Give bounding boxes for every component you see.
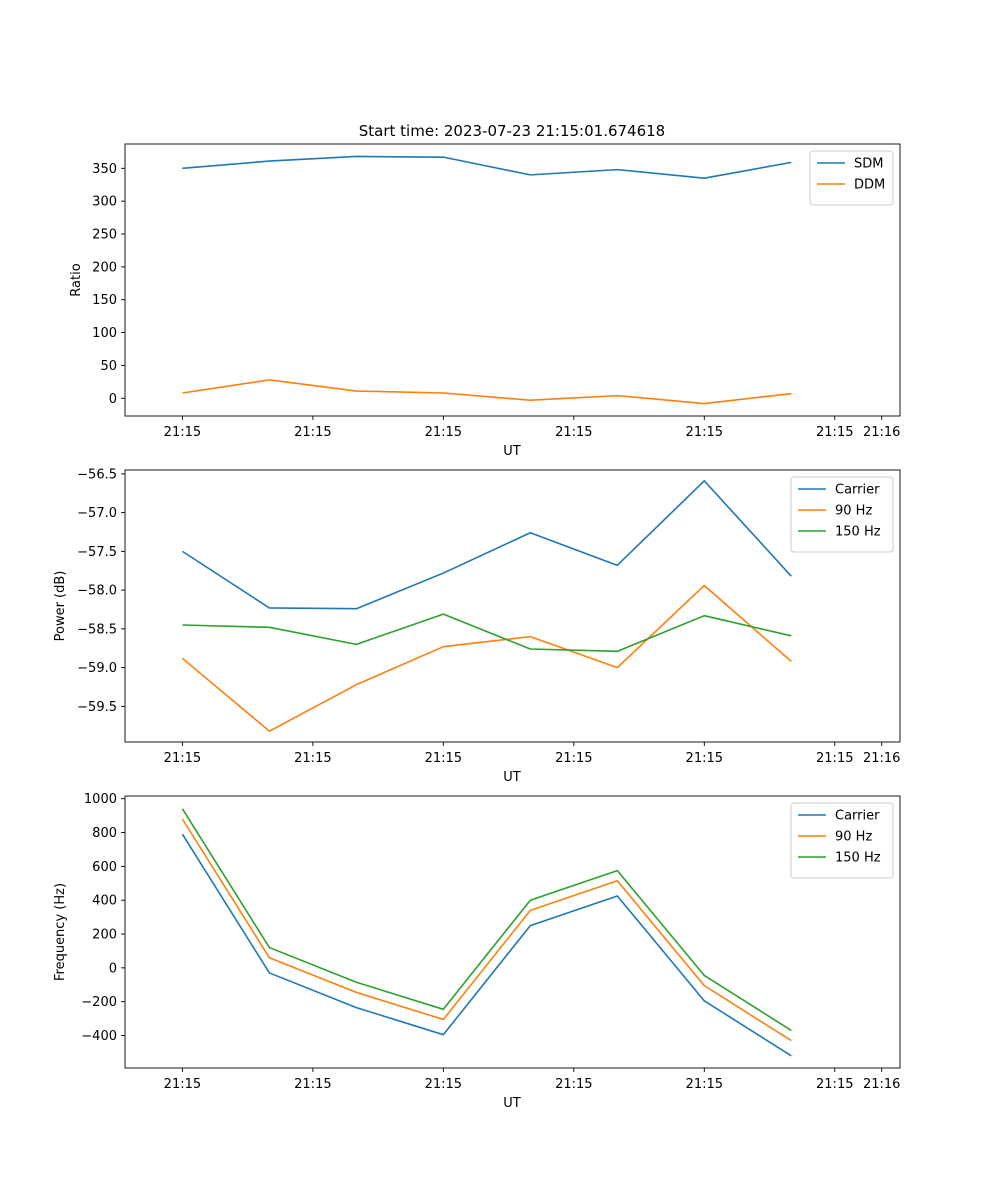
y-tick-label: 0 xyxy=(109,961,117,976)
x-tick-label: 21:15 xyxy=(294,1077,331,1092)
series-line-150-hz xyxy=(181,808,792,1032)
x-tick-label: 21:15 xyxy=(294,751,331,766)
axes-frame xyxy=(124,143,901,417)
x-tick-label: 21:15 xyxy=(816,425,853,440)
legend-label: 90 Hz xyxy=(835,830,872,845)
x-tick-label: 21:15 xyxy=(555,1077,592,1092)
y-tick-label: 350 xyxy=(92,162,117,177)
x-tick-label: 21:15 xyxy=(425,751,462,766)
series-line-sdm xyxy=(182,155,792,179)
y-tick-label: −59.0 xyxy=(77,661,117,676)
legend-label: Carrier xyxy=(835,483,880,498)
chart-power: 21:15 21:15 21:15 21:15 21:15 21:15 21:16 −59.5… xyxy=(53,467,900,785)
series-line-150-hz xyxy=(182,613,792,653)
y-tick-label: −56.5 xyxy=(77,467,117,482)
y-tick-label: −400 xyxy=(81,1029,117,1044)
x-tick-label: 21:15 xyxy=(425,425,462,440)
x-tick-label: 21:15 xyxy=(555,425,592,440)
y-tick-label: −58.5 xyxy=(77,622,117,637)
x-tick-label: 21:15 xyxy=(164,1077,201,1092)
y-tick-label: 200 xyxy=(92,260,117,275)
x-tick-label: 21:15 xyxy=(686,425,723,440)
chart-ratio: 21:15 21:15 21:15 21:15 21:15 21:15 21:16 0 50 10… xyxy=(69,143,901,459)
x-axis-label: UT xyxy=(503,770,521,785)
y-tick-label: 600 xyxy=(92,860,117,875)
y-tick-label: −57.5 xyxy=(77,545,117,560)
legend-label: 150 Hz xyxy=(835,851,881,866)
x-axis-label: UT xyxy=(503,1096,521,1111)
y-tick-label: 250 xyxy=(92,228,117,243)
x-tick-label: 21:15 xyxy=(164,751,201,766)
y-tick-label: −59.5 xyxy=(77,700,117,715)
x-tick-label: 21:15 xyxy=(425,1077,462,1092)
y-tick-label: 1000 xyxy=(84,792,117,807)
y-tick-label: 400 xyxy=(92,894,117,909)
y-tick-label: −58.0 xyxy=(77,584,117,599)
series-line-ddm xyxy=(182,379,792,405)
legend: Carrier 90 Hz 150 Hz xyxy=(790,802,894,879)
legend-label: DDM xyxy=(854,178,885,193)
x-tick-label: 21:15 xyxy=(555,751,592,766)
y-tick-label: 0 xyxy=(109,392,117,407)
figure-title: Start time: 2023-07-23 21:15:01.674618 xyxy=(359,122,665,140)
x-tick-label: 21:15 xyxy=(816,751,853,766)
series-line-90-hz xyxy=(181,818,792,1042)
y-tick-label: 200 xyxy=(92,928,117,943)
y-tick-label: 800 xyxy=(92,826,117,841)
legend-box xyxy=(790,476,894,553)
x-tick-label: 21:15 xyxy=(686,1077,723,1092)
x-tick-label: 21:15 xyxy=(816,1077,853,1092)
y-axis-label: Power (dB) xyxy=(53,571,68,642)
legend-box xyxy=(790,802,894,879)
legend-label: SDM xyxy=(854,157,883,172)
legend-label: 90 Hz xyxy=(835,504,872,519)
y-tick-label: 50 xyxy=(100,359,117,374)
x-tick-label: 21:15 xyxy=(164,425,201,440)
legend-label: 150 Hz xyxy=(835,525,881,540)
axes-frame xyxy=(124,795,901,1069)
series-line-90-hz xyxy=(181,584,792,732)
series-line-carrier xyxy=(181,833,792,1057)
y-axis-label: Frequency (Hz) xyxy=(53,883,68,981)
y-tick-label: 150 xyxy=(92,293,117,308)
series-line-carrier xyxy=(181,480,792,610)
y-tick-label: −200 xyxy=(81,995,117,1010)
y-tick-label: −57.0 xyxy=(77,506,117,521)
y-axis-label: Ratio xyxy=(69,263,84,296)
y-tick-label: 300 xyxy=(92,195,117,210)
legend-box xyxy=(809,150,894,206)
x-tick-label: 21:15 xyxy=(686,751,723,766)
x-tick-label: 21:16 xyxy=(863,1077,900,1092)
chart-frequency: 21:15 21:15 21:15 21:15 21:15 21:15 21:16 −400 −… xyxy=(53,792,900,1111)
legend: SDM DDM xyxy=(809,150,894,206)
legend: Carrier 90 Hz 150 Hz xyxy=(790,476,894,553)
x-tick-label: 21:15 xyxy=(294,425,331,440)
y-tick-label: 100 xyxy=(92,326,117,341)
x-axis-label: UT xyxy=(503,444,521,459)
x-tick-label: 21:16 xyxy=(863,751,900,766)
legend-label: Carrier xyxy=(835,809,880,824)
x-tick-label: 21:16 xyxy=(863,425,900,440)
axes-frame xyxy=(124,469,901,743)
